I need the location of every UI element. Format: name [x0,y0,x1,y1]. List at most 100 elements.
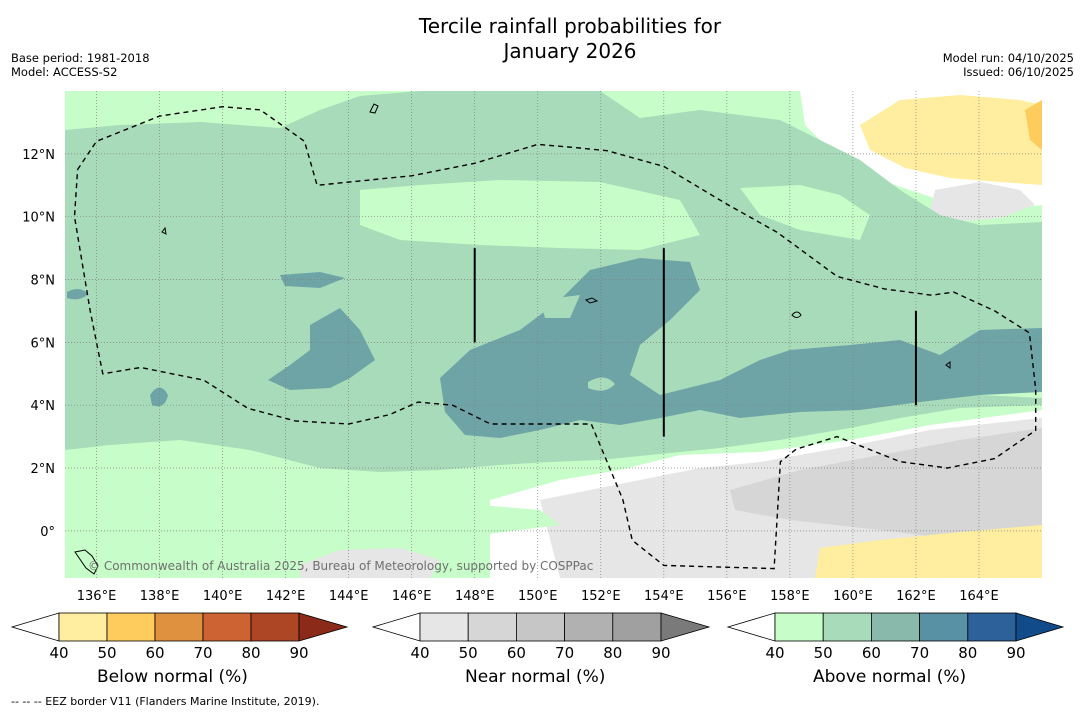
x-axis-ticks: 136°E 138°E 140°E 142°E 144°E 146°E 148°E 150°E… [77,589,999,604]
meta-left: Base period: 1981-2018 Model: ACCESS-S2 [11,51,150,79]
x-tick-label: 138°E [140,589,180,604]
field-below-ne-60 [1025,100,1042,150]
colorbar-swatch [564,612,614,642]
y-tick-label: 8°N [31,274,56,289]
y-axis-ticks: 0° 2°N 4°N 6°N 8°N 10°N 12°N [22,148,55,540]
colorbar-lower-extension [726,612,776,642]
colorbar-swatch [202,612,252,642]
colorbar-level-label: 50 [814,644,833,662]
colorbar-swatch [774,612,824,642]
field-above-50-patch-s [65,470,560,550]
x-tick-label: 158°E [770,589,810,604]
colorbar-level-label: 70 [193,644,212,662]
colorbars: 40 50 60 70 80 90 40 50 60 70 80 90 40 50 60 70 80 90 [10,612,1065,662]
x-tick-label: 150°E [518,589,558,604]
field-above-70-w [268,308,375,390]
colorbar-level-label: 70 [555,644,574,662]
colorbar-swatch [822,612,872,642]
model-name: Model: ACCESS-S2 [11,65,118,79]
y-tick-label: 12°N [22,148,55,163]
field-above-50-patch-ne [740,185,870,240]
colorbar-level-label: 80 [241,644,260,662]
colorbar-swatch [419,612,469,642]
island-north [369,103,379,114]
x-tick-label: 152°E [581,589,621,604]
field-below-ne [860,95,1042,185]
model-run: Model run: 04/10/2025 [942,51,1074,65]
colorbar-swatch [967,612,1017,642]
x-tick-label: 142°E [266,589,306,604]
y-tick-label: 2°N [31,462,56,477]
field-above-60-hole [588,377,615,391]
issued-date: Issued: 06/10/2025 [963,65,1074,79]
chart-title: Tercile rainfall probabilities for Janua… [370,14,770,64]
island-east [791,311,802,318]
colorbar-swatch [871,612,921,642]
colorbar-level-label: 40 [765,644,784,662]
field-below-se [815,525,1042,578]
colorbar-level-label: 60 [862,644,881,662]
legend-below-title: Below normal (%) [97,667,248,687]
colorbar-level-label: 50 [459,644,478,662]
map-gridlines [65,91,1042,578]
x-tick-label: 148°E [455,589,495,604]
title-line-2: January 2026 [503,39,637,63]
colorbar-lower-extension [371,612,421,642]
colorbar-upper-extension [1015,612,1065,642]
colorbar-level-label: 90 [1006,644,1025,662]
field-above-70-blob [150,387,168,407]
field-near-50 [730,428,1042,545]
y-tick-label: 6°N [31,336,56,351]
footnote: -- -- -- EEZ border V11 (Flanders Marine… [11,695,320,708]
x-tick-label: 160°E [833,589,873,604]
legend-near-title: Near normal (%) [465,667,606,687]
colorbar-level-label: 60 [507,644,526,662]
colorbar-level-label: 40 [410,644,429,662]
colorbar-swatch [612,612,662,642]
island-mid [584,297,599,304]
x-tick-label: 140°E [203,589,243,604]
probability-field [65,91,1042,578]
island-west [161,226,167,235]
y-tick-label: 0° [40,525,55,540]
colorbar-lower-extension [10,612,60,642]
field-above-70-blob-2 [67,288,88,300]
colorbar-level-label: 70 [910,644,929,662]
map-attribution: © Commonwealth of Australia 2025, Bureau… [88,559,593,573]
x-tick-label: 144°E [329,589,369,604]
colorbar-level-label: 90 [289,644,308,662]
colorbar-swatch [467,612,517,642]
field-above-60-hole-2 [540,295,580,318]
x-tick-label: 154°E [644,589,684,604]
field-above-50-patch-nw [360,180,700,250]
colorbar-level-label: 80 [958,644,977,662]
x-tick-label: 156°E [707,589,747,604]
island-sw [74,549,99,575]
colorbar-swatch [516,612,566,642]
base-period: Base period: 1981-2018 [11,51,150,65]
field-near-ne [930,182,1035,222]
colorbar-swatch [106,612,156,642]
field-above-70-nw [280,272,345,288]
colorbar-swatch [58,612,108,642]
x-tick-label: 164°E [959,589,999,604]
colorbar-upper-extension [660,612,711,642]
colorbar-level-label: 50 [97,644,116,662]
title-line-1: Tercile rainfall probabilities for [418,14,722,38]
colorbar-level-label: 90 [651,644,670,662]
colorbar-swatch [250,612,300,642]
colorbar-level-label: 60 [145,644,164,662]
y-tick-label: 4°N [31,399,56,414]
y-tick-label: 10°N [22,211,55,226]
colorbar-level-label: 40 [49,644,68,662]
meta-right: Model run: 04/10/2025 Issued: 06/10/2025 [943,51,1074,79]
island-pohnpei [945,361,951,369]
x-tick-label: 136°E [77,589,117,604]
colorbar-swatch [919,612,969,642]
colorbar-level-label: 80 [603,644,622,662]
islands [74,103,951,575]
eez-border [73,105,1037,570]
meridian-segments [473,248,917,437]
legend-above-title: Above normal (%) [813,667,967,687]
